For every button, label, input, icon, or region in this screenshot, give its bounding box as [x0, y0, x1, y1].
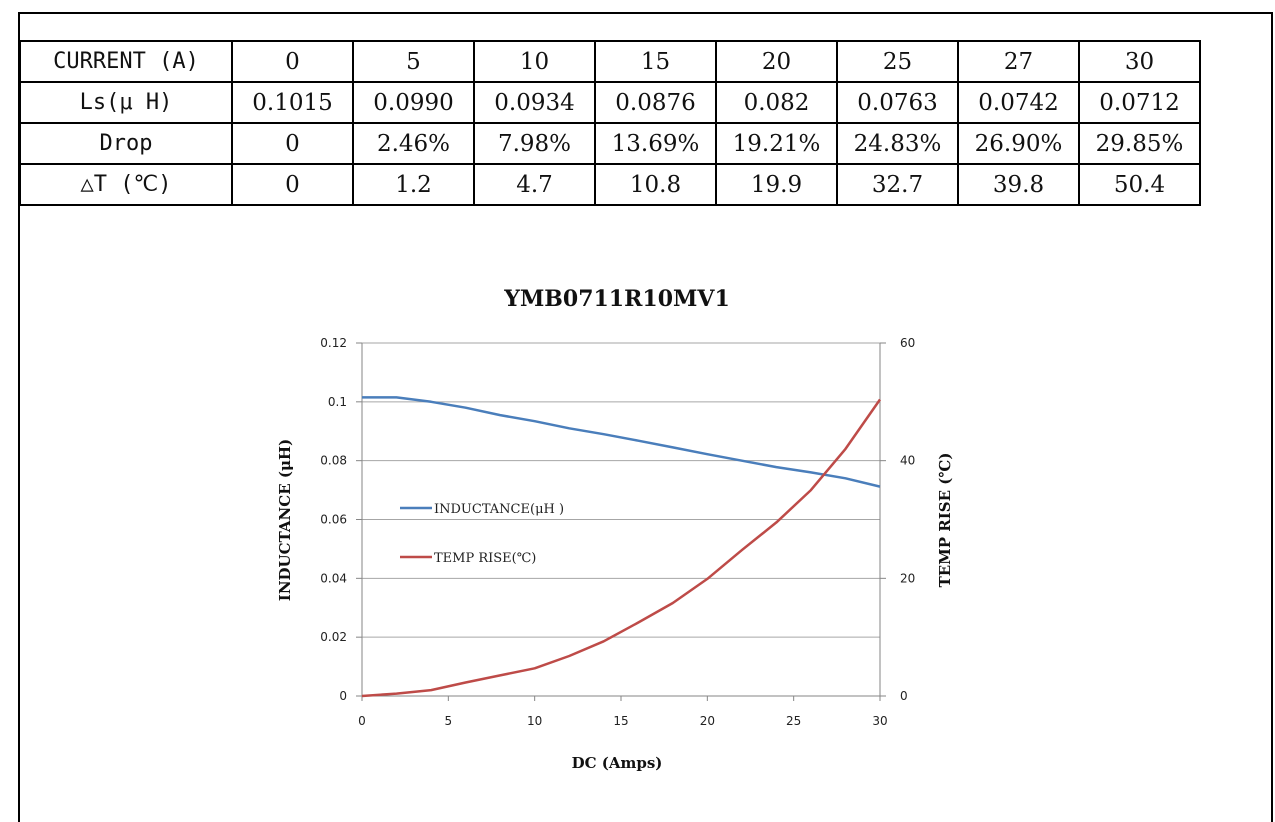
row-header: Drop: [19, 122, 233, 165]
x-axis-label: DC (Amps): [572, 754, 663, 772]
y-tick-label: 0.12: [320, 336, 347, 350]
x-tick-label: 10: [527, 714, 542, 728]
row-header: CURRENT (A): [19, 40, 233, 83]
y2-tick-label: 0: [900, 689, 908, 703]
x-tick-label: 30: [872, 714, 887, 728]
row-header: △T (℃): [19, 163, 233, 206]
table-cell: 15: [594, 40, 717, 83]
table-cell: 19.9: [715, 163, 838, 206]
table-cell: 20: [715, 40, 838, 83]
table-cell: 2.46%: [352, 122, 475, 165]
table-cell: 7.98%: [473, 122, 596, 165]
table-cell: 0.0876: [594, 81, 717, 124]
chart-legend: INDUCTANCE(μH ) TEMP RISE(℃): [400, 502, 564, 566]
table-cell: 0.082: [715, 81, 838, 124]
table-cell: 24.83%: [836, 122, 959, 165]
table-cell: 27: [957, 40, 1080, 83]
table-cell: 0: [231, 122, 354, 165]
table-cell: 50.4: [1078, 163, 1201, 206]
table-cell: 1.2: [352, 163, 475, 206]
y-tick-label: 0: [339, 689, 347, 703]
table-cell: 0.0990: [352, 81, 475, 124]
x-tick-label: 20: [700, 714, 715, 728]
table-cell: 10: [473, 40, 596, 83]
spec-table: CURRENT (A) 0 5 10 15 20 25 27 30 Ls(μ H) 0.1015 0.…: [19, 40, 1201, 206]
y-axis-label: INDUCTANCE (μH): [276, 439, 294, 601]
y2-axis-label: TEMP RISE (℃): [936, 453, 954, 588]
table-cell: 4.7: [473, 163, 596, 206]
table-cell: 19.21%: [715, 122, 838, 165]
table-cell: 0.0712: [1078, 81, 1201, 124]
chart-grid: [362, 342, 880, 697]
y-tick-label: 0.06: [320, 513, 347, 527]
temp-rise-line: [361, 398, 882, 698]
y2-tick-label: 60: [900, 336, 915, 350]
table-cell: 25: [836, 40, 959, 83]
table-row: △T (℃) 0 1.2 4.7 10.8 19.9 32.7 39.8 50.4: [19, 163, 1201, 206]
table-cell: 0.1015: [231, 81, 354, 124]
table-cell: 10.8: [594, 163, 717, 206]
chart-ticks: 0 0.02 0.04 0.06 0.08 0.1 0.12 0 20 40 60 0 5 10 15 20 2…: [320, 336, 915, 728]
table-row: Ls(μ H) 0.1015 0.0990 0.0934 0.0876 0.082 0.07…: [19, 81, 1201, 124]
chart-series: [361, 396, 882, 698]
y2-tick-label: 40: [900, 454, 915, 468]
table-cell: 32.7: [836, 163, 959, 206]
table-cell: 5: [352, 40, 475, 83]
y-tick-label: 0.02: [320, 630, 347, 644]
table-row: CURRENT (A) 0 5 10 15 20 25 27 30: [19, 40, 1201, 83]
x-tick-label: 25: [786, 714, 801, 728]
y-tick-label: 0.08: [320, 454, 347, 468]
x-tick-label: 0: [358, 714, 366, 728]
table-cell: 39.8: [957, 163, 1080, 206]
y-tick-label: 0.1: [328, 395, 347, 409]
chart-title: YMB0711R10MV1: [503, 286, 730, 312]
y2-tick-label: 20: [900, 571, 915, 585]
table-cell: 30: [1078, 40, 1201, 83]
page-frame: [18, 12, 1273, 822]
x-tick-label: 5: [445, 714, 453, 728]
table-cell: 0: [231, 40, 354, 83]
table-cell: 13.69%: [594, 122, 717, 165]
x-tick-label: 15: [613, 714, 628, 728]
table-cell: 0.0934: [473, 81, 596, 124]
inductance-line: [362, 396, 881, 488]
row-header: Ls(μ H): [19, 81, 233, 124]
table-cell: 0.0742: [957, 81, 1080, 124]
table-cell: 26.90%: [957, 122, 1080, 165]
y-tick-label: 0.04: [320, 571, 347, 585]
legend-label: INDUCTANCE(μH ): [434, 502, 564, 517]
legend-label: TEMP RISE(℃): [434, 551, 536, 566]
table-cell: 0.0763: [836, 81, 959, 124]
table-row: Drop 0 2.46% 7.98% 13.69% 19.21% 24.83% 26.90% 2…: [19, 122, 1201, 165]
table-cell: 29.85%: [1078, 122, 1201, 165]
table-cell: 0: [231, 163, 354, 206]
